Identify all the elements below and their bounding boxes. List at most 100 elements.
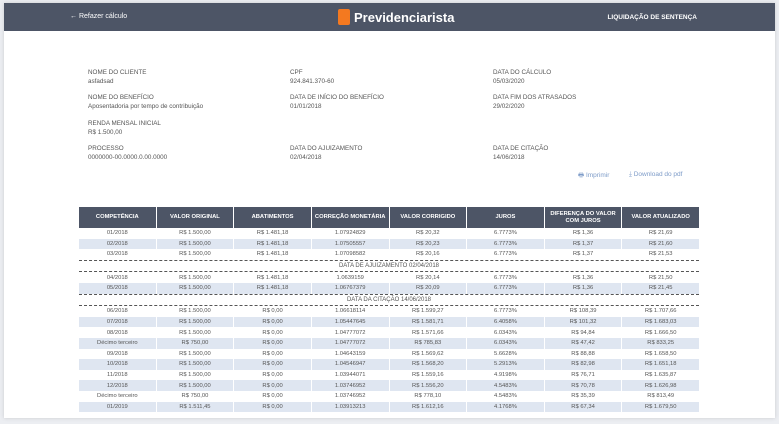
table-cell: R$ 20,14 [416, 274, 440, 281]
table-body: 01/2018 R$ 1.500,00 R$ 1.481,18 1.07924829 R… [79, 228, 699, 413]
table-cell: R$ 76,71 [571, 372, 595, 379]
table-cell: Décimo terceiro [79, 337, 156, 349]
table-cell: R$ 1.651,18 [622, 359, 699, 370]
table-cell: R$ 1.500,00 [179, 372, 211, 379]
table-cell: R$ 0,00 [262, 329, 283, 336]
table-cell: R$ 778,10 [414, 393, 442, 400]
table-cell: R$ 1.666,50 [644, 329, 677, 336]
table-cell: 6.7773% [467, 282, 544, 294]
table-cell: R$ 750,00 [181, 393, 209, 400]
column-header: VALOR ATUALIZADO [622, 207, 699, 228]
table-cell: 6.4058% [467, 316, 544, 328]
table-cell: 01/2018 [106, 230, 128, 237]
table-cell: R$ 1,36 [572, 274, 594, 281]
table-cell: R$ 0,00 [234, 316, 311, 328]
table-cell: R$ 0,00 [234, 401, 311, 413]
table-cell: R$ 21,60 [622, 238, 699, 250]
field-label: DATA DE INÍCIO DO BENEFÍCIO [290, 94, 384, 101]
field-label: DATA DE CITAÇÃO [493, 145, 549, 152]
field-value: asfadsad [88, 77, 114, 85]
table-row: 07/2018 R$ 1.500,00 R$ 0,00 1.05447645 R$ 1.… [79, 316, 699, 328]
section-title: LIQUIDAÇÃO DE SENTENÇA [607, 14, 697, 21]
table-row: 04/2018 R$ 1.500,00 R$ 1.481,18 1.0639159 R$… [79, 272, 699, 283]
table-cell: 1.06767379 [311, 282, 389, 294]
table-row: 02/2018 R$ 1.500,00 R$ 1.481,18 1.07505557 R… [79, 238, 699, 250]
table-cell: R$ 750,00 [156, 337, 234, 349]
field-label: NOME DO CLIENTE [88, 69, 147, 76]
card: ← Refazer cálculo Previdenciarista LIQUI… [4, 3, 775, 418]
table-cell: R$ 88,88 [571, 350, 595, 357]
table-cell: R$ 0,00 [262, 372, 283, 379]
table-cell: 1.03944071 [334, 372, 366, 379]
table-cell: R$ 21,53 [648, 251, 673, 258]
table-cell: 4.5483% [493, 393, 517, 400]
table-cell: 1.04643159 [334, 350, 366, 357]
table-cell: 1.07505557 [311, 238, 389, 250]
table-cell: R$ 1.635,87 [644, 372, 677, 379]
print-button[interactable]: 🖶 Imprimir [578, 172, 610, 179]
field-label: DATA DO CÁLCULO [493, 69, 552, 76]
table-cell: 6.7773% [467, 238, 544, 250]
field-label: CPF [290, 69, 303, 76]
table-row: Décimo terceiro R$ 750,00 R$ 0,00 1.0374695… [79, 391, 699, 402]
table-cell: 6.0343% [467, 337, 544, 349]
table-cell: R$ 1.581,71 [389, 316, 467, 328]
table-cell: 01/2019 [79, 401, 156, 413]
results-table: COMPETÊNCIA VALOR ORIGINAL ABATIMENTOS CORR… [78, 207, 700, 413]
table-cell: 11/2018 [107, 372, 128, 379]
table-cell: R$ 1.500,00 [179, 274, 211, 281]
table-cell: R$ 0,00 [262, 393, 283, 400]
table-row: 03/2018 R$ 1.500,00 R$ 1.481,18 1.07098582 R… [79, 249, 699, 260]
field: DATA FIM DOS ATRASADOS 29/02/2020 [493, 94, 576, 111]
table-cell: 10/2018 [79, 359, 156, 370]
back-button[interactable]: ← Refazer cálculo [70, 13, 128, 20]
field-value: 29/02/2020 [493, 102, 525, 110]
field-value: 14/06/2018 [493, 153, 525, 161]
table-cell: R$ 1.612,16 [389, 401, 467, 413]
table-cell: R$ 1.500,00 [156, 282, 234, 294]
column-header: VALOR CORRIGIDO [389, 207, 467, 228]
table-cell: R$ 1.559,16 [412, 372, 444, 379]
table-cell: 05/2018 [79, 282, 156, 294]
field-value: 0000000-00.0000.0.00.0000 [88, 153, 168, 161]
table-cell: R$ 1.679,50 [622, 401, 699, 413]
table-cell: R$ 21,50 [648, 274, 673, 281]
table-cell: 06/2018 [106, 308, 128, 315]
field: NOME DO BENEFÍCIO Aposentadoria por tempo… [88, 94, 203, 111]
field-label: PROCESSO [88, 145, 124, 152]
table-cell: R$ 101,32 [544, 316, 622, 328]
table-cell: R$ 21,69 [648, 230, 673, 237]
table-cell: 03/2018 [106, 251, 128, 258]
download-button[interactable]: ⤓ Download do pdf [629, 171, 683, 178]
column-header: COMPETÊNCIA [79, 207, 156, 228]
separator-label: DATA DA CITAÇÃO 14/06/2018 [79, 293, 699, 307]
field: RENDA MENSAL INICIAL R$ 1.500,00 [88, 120, 161, 137]
table-cell: R$ 1.599,27 [412, 308, 444, 315]
table-row: Décimo terceiro R$ 750,00 R$ 0,00 1.0477707… [79, 337, 699, 349]
table-cell: R$ 0,00 [234, 337, 311, 349]
table-cell: R$ 0,00 [234, 380, 311, 391]
table-cell: R$ 1.500,00 [156, 380, 234, 391]
table-cell: R$ 47,42 [544, 337, 622, 349]
table-cell: R$ 20,09 [389, 282, 467, 294]
field-label: NOME DO BENEFÍCIO [88, 94, 154, 101]
table-head: COMPETÊNCIA VALOR ORIGINAL ABATIMENTOS CORR… [79, 207, 699, 228]
table-cell: 1.03913213 [311, 401, 389, 413]
download-label: Download do pdf [633, 171, 683, 178]
table-cell: R$ 1.500,00 [156, 316, 234, 328]
table-cell: 6.7773% [493, 308, 517, 315]
table-cell: R$ 0,00 [262, 308, 283, 315]
field-value: R$ 1.500,00 [88, 128, 123, 136]
table-cell: R$ 785,83 [389, 337, 467, 349]
field: DATA DE INÍCIO DO BENEFÍCIO 01/01/2018 [290, 94, 384, 111]
table-cell: R$ 1,37 [572, 251, 594, 258]
column-header: DIFERENÇA DO VALOR COM JUROS [544, 207, 622, 228]
table-row: 01/2019 R$ 1.511,45 R$ 0,00 1.03913213 R$ 1.… [79, 401, 699, 413]
table-cell: R$ 70,78 [544, 380, 622, 391]
field-value: 02/04/2018 [290, 153, 322, 161]
table-cell: R$ 1.500,00 [179, 251, 211, 258]
table-cell: 6.7773% [493, 251, 517, 258]
table-cell: R$ 1.481,18 [256, 274, 289, 281]
table-cell: R$ 1,36 [544, 282, 622, 294]
